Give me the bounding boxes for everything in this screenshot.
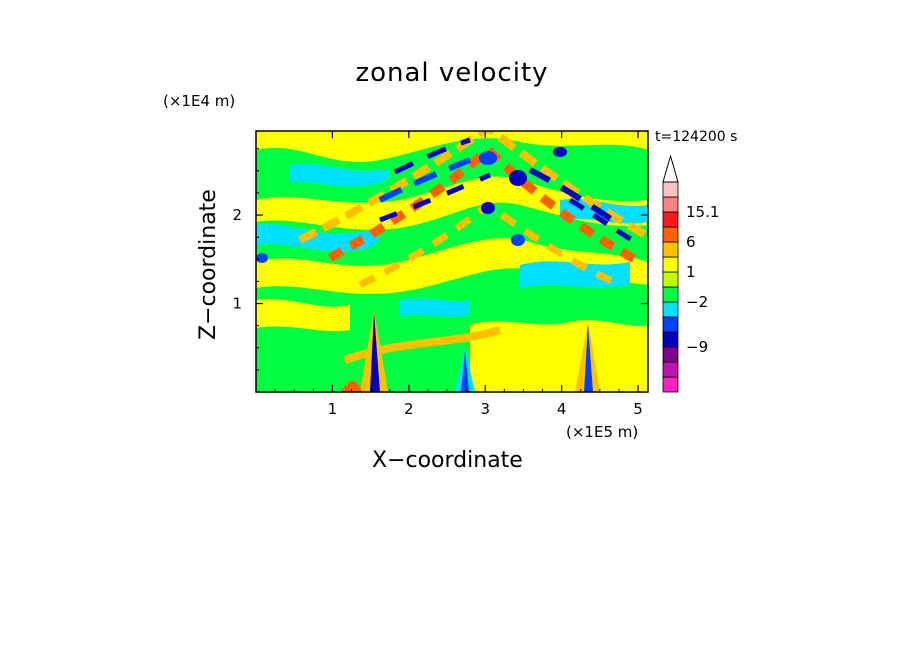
colorbar-segment: [662, 211, 679, 228]
axis-ticks: 1 2 3 4 5 1 2: [232, 131, 648, 418]
x-axis-label: X−coordinate: [372, 448, 523, 473]
colorbar-segment: [662, 226, 679, 243]
colorbar-segment: [662, 181, 679, 198]
colorbar-segment: [662, 376, 679, 393]
colorbar-segment: [662, 316, 679, 333]
colorbar-label: −2: [686, 293, 708, 311]
y-tick-label: 2: [232, 206, 242, 224]
colorbar-segment: [662, 361, 679, 378]
x-tick-label: 3: [480, 400, 490, 418]
colorbar-segment: [662, 271, 679, 288]
colorbar-segment: [662, 241, 679, 258]
x-axis-multiplier: (×1E5 m): [566, 423, 639, 441]
colorbar-segment: [662, 301, 679, 318]
colorbar-segment: [662, 331, 679, 348]
contour-field: [256, 131, 648, 392]
colorbar-extend-max: [662, 154, 679, 183]
colorbar-segment: [662, 346, 679, 363]
colorbar: 15.1 6 1 −2 −9: [662, 154, 719, 393]
colorbar-label: 1: [686, 263, 696, 281]
chart-title: zonal velocity: [355, 58, 549, 88]
x-tick-label: 4: [557, 400, 567, 418]
colorbar-segment: [662, 286, 679, 303]
colorbar-segment: [662, 256, 679, 273]
x-tick-label: 5: [633, 400, 643, 418]
x-tick-label: 1: [328, 400, 338, 418]
y-axis-multiplier: (×1E4 m): [163, 92, 236, 110]
colorbar-segment: [662, 196, 679, 213]
colorbar-label: 15.1: [686, 203, 719, 221]
y-tick-label: 1: [232, 295, 242, 313]
colorbar-label: 6: [686, 233, 696, 251]
colorbar-label: −9: [686, 338, 708, 356]
plot-frame: [255, 130, 649, 393]
time-annotation: t=124200 s: [655, 129, 738, 145]
x-tick-label: 2: [404, 400, 414, 418]
